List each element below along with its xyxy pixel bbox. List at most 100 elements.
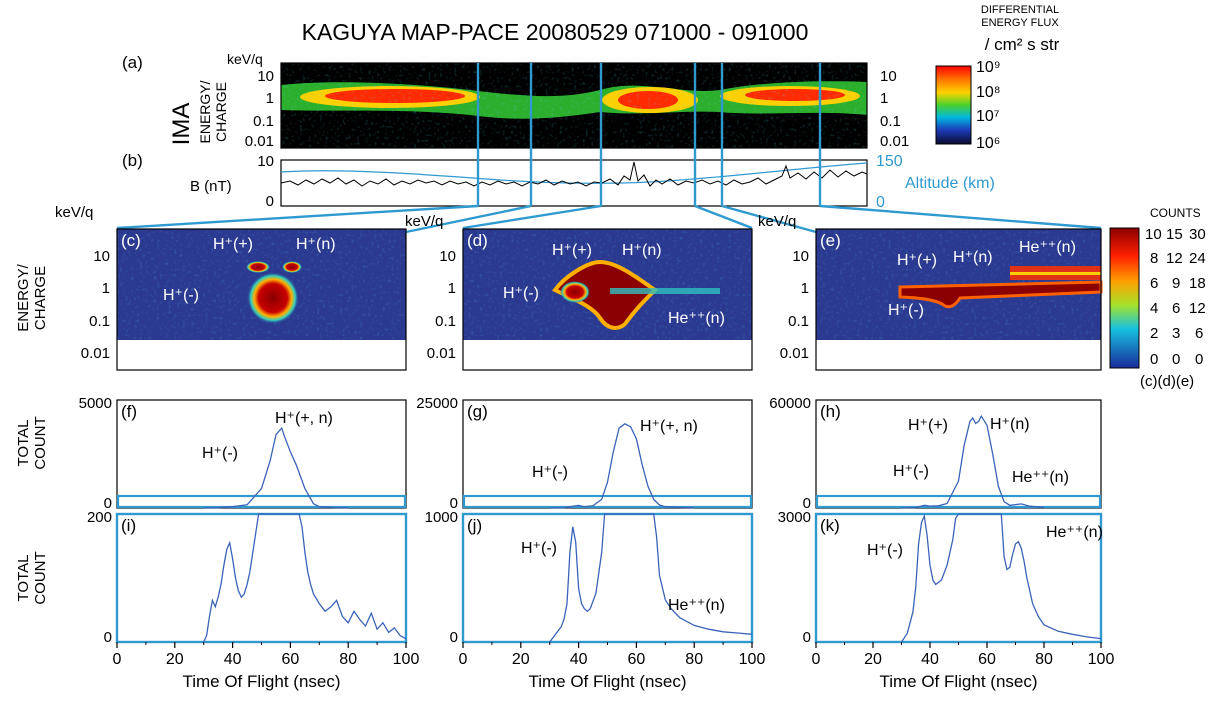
counts-col-c: 10 8 6 4 2 0 [1145, 226, 1162, 368]
tick-label: 10 [257, 68, 274, 85]
tick-label: 10 [257, 153, 274, 170]
x-tick-label: 20 [864, 651, 882, 668]
tick-label: 1 [801, 280, 809, 297]
panel-a-unit: keV/q [227, 51, 263, 67]
counts-tick-label: 30 [1189, 226, 1206, 243]
panel-a-ylabel-1: ENERGY/ [197, 80, 213, 143]
panel-i-tag: (i) [121, 516, 136, 535]
x-tick-label: 40 [570, 651, 588, 668]
counts-tick-label: 3 [1172, 325, 1180, 342]
counts-col-e: 30 24 18 12 6 0 [1189, 226, 1206, 368]
x-tick-label: 20 [166, 651, 184, 668]
panel-a-yticks-left: 10 1 0.1 0.01 [245, 68, 274, 150]
counts-tick-label: 6 [1195, 325, 1203, 342]
panel-g-annotation: H⁺(-) [532, 464, 568, 481]
counts-colorbar-group: COUNTS 10 8 6 4 2 0 15 12 9 6 3 0 30 24 … [1109, 206, 1206, 390]
tick-label: 1000 [425, 509, 458, 526]
x-tick-label: 80 [1035, 651, 1053, 668]
panel-b-tag: (b) [122, 151, 143, 170]
panel-j-annotation: He⁺⁺(n) [668, 597, 725, 614]
panel-k-xlabel: Time Of Flight (nsec) [879, 672, 1037, 691]
counts-colorbar [1109, 227, 1140, 369]
panel-k-series-line [900, 513, 1102, 643]
tick-label: 10 [93, 248, 110, 265]
panel-h-annotation: He⁺⁺(n) [1012, 469, 1069, 486]
panel-c-label: H⁺(n) [296, 236, 336, 253]
panel-g-annotation: H⁺(+, n) [640, 418, 698, 435]
panel-f-frame [116, 399, 407, 509]
panel-i-xlabel: Time Of Flight (nsec) [182, 672, 340, 691]
panel-f-zoom-box [116, 494, 407, 509]
panel-k-tag: (k) [820, 516, 840, 535]
panel-h-annotation: H⁺(n) [990, 416, 1030, 433]
panel-e-yticks: 10 1 0.1 0.01 [780, 248, 809, 362]
panel-d-label: He⁺⁺(n) [668, 310, 725, 327]
panel-e-streak [898, 280, 1103, 309]
panel-b-yticks-right: 150 0 [876, 153, 903, 211]
panel-a-instrument: IMA [168, 103, 195, 146]
panel-c-empty [117, 340, 406, 370]
x-tick-label: 100 [1088, 651, 1115, 668]
panel-j-xlabel: Time Of Flight (nsec) [528, 672, 686, 691]
panel-c-yticks: 10 1 0.1 0.01 [81, 248, 110, 362]
panel-c-label: H⁺(-) [163, 287, 199, 304]
panel-f: (f) 5000 0 H⁺(+, n) H⁺(-) [79, 395, 407, 512]
panel-a-ylabel-2: CHARGE [213, 82, 229, 142]
time-selection-markers [116, 63, 1102, 234]
panel-c-frame [116, 228, 407, 371]
row-f-ylabel-2: COUNT [32, 416, 49, 469]
panel-e-label: He⁺⁺(n) [1019, 239, 1076, 256]
panel-h-annotation: H⁺(-) [893, 463, 929, 480]
panel-d-band [610, 288, 720, 294]
tick-label: 10 [439, 248, 456, 265]
tick-label: 0 [104, 495, 112, 512]
panel-k-annotation: He⁺⁺(n) [1046, 524, 1103, 541]
panel-g-series-line [549, 423, 695, 509]
spectra-ylabel-2: CHARGE [32, 266, 49, 330]
panel-b-ylabel: B (nT) [190, 178, 232, 195]
counts-tick-label: 2 [1150, 325, 1158, 342]
panel-e-frame [815, 228, 1102, 371]
panel-k-annotation: H⁺(-) [867, 542, 903, 559]
tick-label: 1 [448, 280, 456, 297]
spectra-ylabel-1: ENERGY/ [15, 263, 32, 331]
flux-colorbar-ticks: 10⁹ 10⁸ 10⁷ 10⁶ [976, 59, 1001, 152]
x-tick-label: 80 [685, 651, 703, 668]
panel-d-label: H⁺(-) [503, 285, 539, 302]
counts-tick-label: 15 [1166, 226, 1183, 243]
panel-d-blob-main [552, 259, 659, 330]
panel-e-he-band-edge [1010, 272, 1101, 275]
zoom-connector [721, 204, 817, 234]
tick-label: 0.01 [880, 133, 909, 150]
panel-d-label: H⁺(n) [622, 242, 662, 259]
tick-label: 0 [803, 629, 811, 646]
flux-tick-label: 10⁹ [976, 59, 1001, 76]
counts-tick-label: 18 [1189, 275, 1206, 292]
tick-label: 60000 [769, 395, 811, 412]
panel-h-annotation: H⁺(+) [908, 417, 948, 434]
panel-b-right-label: Altitude (km) [905, 175, 995, 192]
zoom-connector [116, 204, 479, 230]
x-tick-label: 100 [739, 651, 766, 668]
tick-label: 0 [876, 194, 885, 211]
flux-colorbar [935, 65, 972, 145]
panel-j-annotation: H⁺(-) [521, 540, 557, 557]
altitude-curve [280, 162, 868, 184]
total-count-charts: (f) 5000 0 H⁺(+, n) H⁺(-) (g) 25000 0 H⁺(+, n) H⁺… [79, 395, 1115, 691]
panel-c-blob-n [282, 261, 302, 273]
counts-tick-label: 9 [1172, 275, 1180, 292]
counts-tick-label: 12 [1166, 250, 1183, 267]
spectra-unit-mid: keV/q [405, 213, 443, 230]
panel-i-series-line [203, 513, 407, 643]
counts-col-d: 15 12 9 6 3 0 [1166, 226, 1183, 368]
counts-tick-label: 8 [1150, 250, 1158, 267]
x-tick-label: 80 [339, 651, 357, 668]
row-i-ylabel-1: TOTAL [15, 555, 32, 602]
panel-a-band [281, 63, 867, 148]
flux-label-1: DIFFERENTIAL [981, 4, 1059, 16]
tick-label: 10 [880, 68, 897, 85]
panel-h: (h) 60000 0 H⁺(+) H⁺(n) H⁺(-) He⁺⁺(n) [769, 395, 1102, 512]
counts-tick-label: 4 [1150, 300, 1158, 317]
tick-label: 1 [102, 280, 110, 297]
